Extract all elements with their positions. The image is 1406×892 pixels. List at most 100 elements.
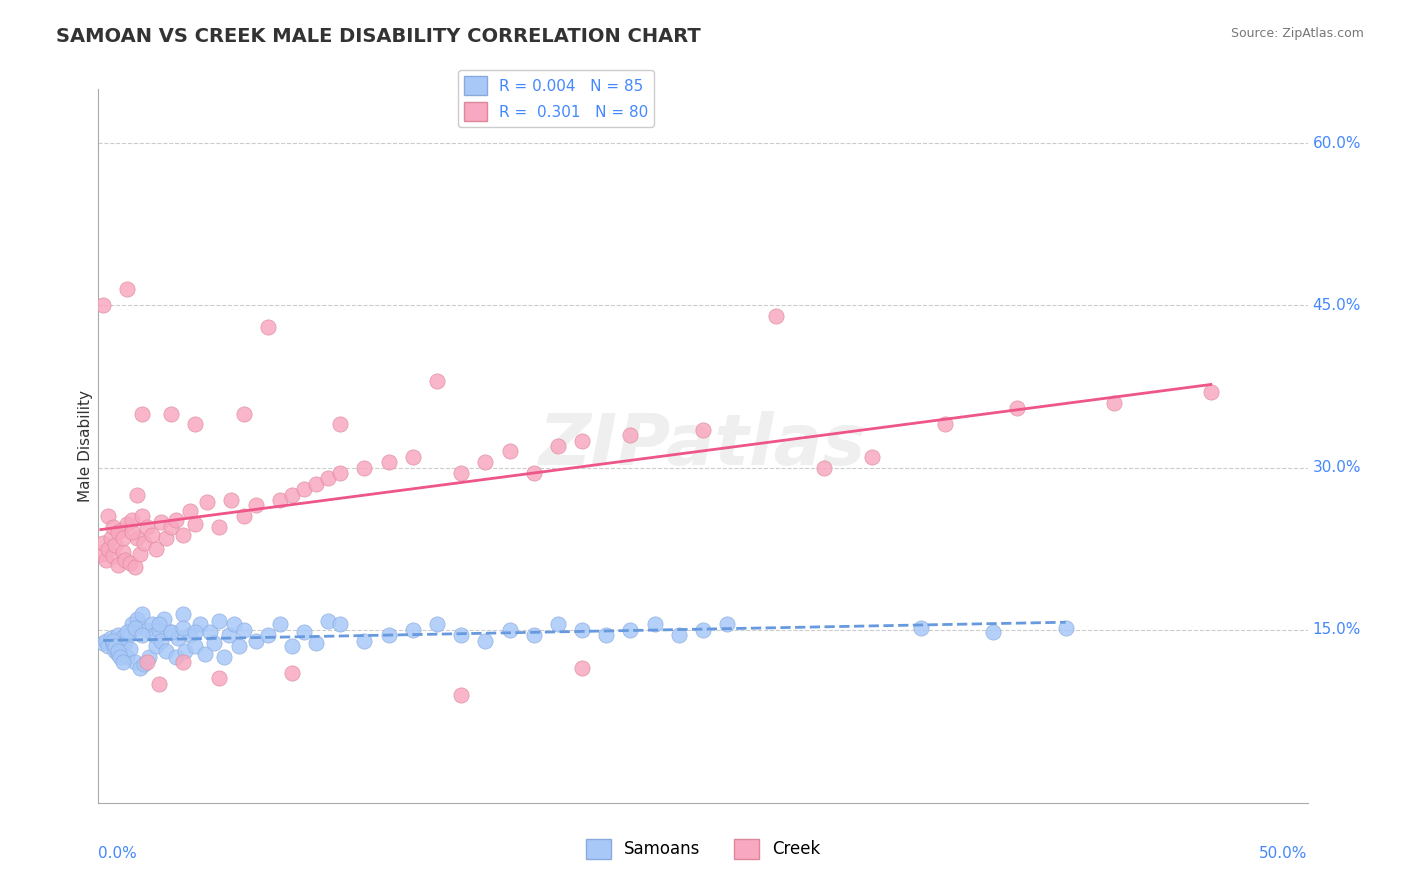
- Point: [101, 520, 124, 534]
- Point: [160, 624, 183, 639]
- Point: [101, 637, 124, 651]
- Point: [174, 644, 197, 658]
- Point: [292, 482, 315, 496]
- Point: [204, 636, 226, 650]
- Point: [269, 617, 291, 632]
- Point: [97, 639, 120, 653]
- Text: 50.0%: 50.0%: [1260, 846, 1308, 861]
- Point: [245, 499, 267, 513]
- Point: [179, 628, 201, 642]
- Point: [813, 460, 835, 475]
- Point: [91, 536, 114, 550]
- Point: [281, 639, 304, 653]
- Text: 15.0%: 15.0%: [1312, 623, 1361, 637]
- Point: [155, 644, 177, 658]
- Point: [165, 649, 187, 664]
- Point: [305, 636, 328, 650]
- Point: [143, 628, 166, 642]
- Point: [668, 628, 690, 642]
- Point: [134, 657, 156, 672]
- Point: [474, 455, 496, 469]
- Point: [101, 633, 124, 648]
- Point: [292, 624, 315, 639]
- Point: [108, 641, 131, 656]
- Point: [160, 407, 183, 421]
- Point: [450, 466, 472, 480]
- Point: [450, 628, 472, 642]
- Point: [194, 647, 217, 661]
- Point: [184, 417, 207, 432]
- Point: [118, 624, 141, 639]
- Point: [316, 471, 339, 485]
- Point: [134, 536, 156, 550]
- Point: [228, 639, 250, 653]
- Text: 30.0%: 30.0%: [1312, 460, 1361, 475]
- Text: SAMOAN VS CREEK MALE DISABILITY CORRELATION CHART: SAMOAN VS CREEK MALE DISABILITY CORRELAT…: [56, 27, 702, 45]
- Point: [127, 612, 149, 626]
- Point: [910, 621, 932, 635]
- Point: [619, 428, 641, 442]
- Point: [644, 617, 666, 632]
- Point: [104, 644, 127, 658]
- Point: [377, 628, 399, 642]
- Point: [232, 623, 254, 637]
- Point: [160, 624, 183, 639]
- Point: [152, 612, 174, 626]
- Point: [111, 631, 134, 645]
- Point: [141, 527, 163, 541]
- Point: [117, 516, 139, 531]
- Point: [94, 552, 117, 566]
- Point: [148, 623, 170, 637]
- Point: [221, 493, 243, 508]
- Point: [256, 320, 278, 334]
- Point: [208, 520, 231, 534]
- Point: [595, 628, 617, 642]
- Point: [94, 633, 117, 648]
- Point: [426, 617, 449, 632]
- Point: [160, 520, 183, 534]
- Point: [1199, 384, 1222, 399]
- Point: [100, 632, 122, 646]
- Point: [450, 688, 472, 702]
- Point: [97, 541, 120, 556]
- Point: [148, 617, 170, 632]
- Point: [121, 617, 143, 632]
- Point: [108, 524, 131, 538]
- Point: [547, 439, 569, 453]
- Point: [692, 623, 714, 637]
- Text: Source: ZipAtlas.com: Source: ZipAtlas.com: [1230, 27, 1364, 40]
- Point: [1054, 621, 1077, 635]
- Point: [90, 547, 112, 561]
- Point: [148, 677, 170, 691]
- Point: [571, 660, 593, 674]
- Point: [131, 628, 153, 642]
- Point: [232, 407, 254, 421]
- Point: [765, 310, 787, 324]
- Point: [145, 639, 167, 653]
- Point: [212, 649, 235, 664]
- Point: [184, 516, 207, 531]
- Point: [198, 624, 221, 639]
- Point: [305, 476, 328, 491]
- Point: [523, 628, 546, 642]
- Point: [934, 417, 956, 432]
- Point: [111, 531, 134, 545]
- Point: [571, 623, 593, 637]
- Point: [981, 624, 1004, 639]
- Point: [97, 509, 120, 524]
- Point: [402, 450, 425, 464]
- Point: [1102, 396, 1125, 410]
- Point: [124, 655, 146, 669]
- Point: [571, 434, 593, 448]
- Point: [107, 525, 129, 540]
- Point: [131, 407, 153, 421]
- Point: [124, 560, 146, 574]
- Point: [184, 639, 207, 653]
- Point: [195, 495, 218, 509]
- Point: [172, 621, 194, 635]
- Point: [619, 623, 641, 637]
- Point: [107, 628, 129, 642]
- Point: [208, 614, 231, 628]
- Point: [377, 455, 399, 469]
- Point: [426, 374, 449, 388]
